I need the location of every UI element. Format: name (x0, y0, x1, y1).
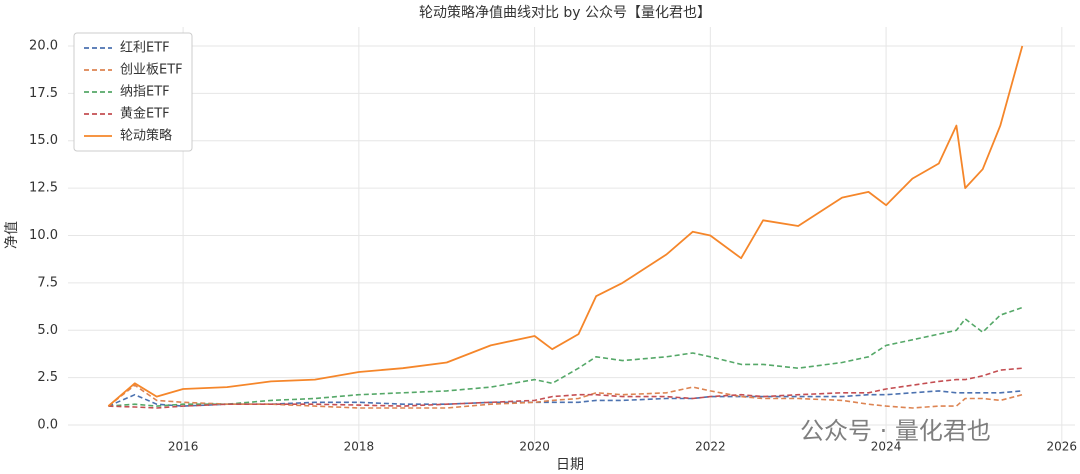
series-line (108, 306, 1023, 407)
legend: 红利ETF 创业板ETF 纳指ETF 黄金ETF 轮动策略 (73, 32, 193, 152)
series-line (107, 45, 1024, 407)
legend-label: 轮动策略 (120, 128, 172, 144)
x-tick-label: 2016 (168, 440, 199, 454)
legend-label: 纳指ETF (120, 85, 170, 100)
y-tick-label: 5.0 (37, 323, 58, 338)
y-axis-label: 净值 (4, 221, 20, 249)
legend-label: 创业板ETF (120, 63, 183, 78)
x-tick-label: 2020 (519, 440, 550, 454)
y-tick-label: 20.0 (29, 38, 58, 53)
watermark: 公众号 · 量化君也 (800, 417, 991, 445)
x-tick-label: 2018 (344, 440, 375, 454)
series-line (108, 367, 1023, 409)
chart-title: 轮动策略净值曲线对比 by 公众号【量化君也】 (419, 4, 711, 21)
y-tick-label: 12.5 (29, 181, 58, 196)
y-tick-label: 0.0 (37, 418, 58, 433)
legend-label: 黄金ETF (120, 106, 170, 122)
y-tick-label: 17.5 (29, 86, 58, 101)
y-tick-label: 15.0 (29, 133, 58, 148)
series-line (107, 384, 1023, 409)
legend-label: 红利ETF (120, 40, 170, 56)
x-tick-label: 2024 (871, 440, 902, 454)
series-line (108, 390, 1023, 407)
y-tick-label: 7.5 (37, 275, 58, 290)
y-tick-label: 2.5 (37, 370, 58, 385)
x-tick-label: 2022 (695, 440, 726, 454)
legend-box (73, 32, 193, 152)
x-tick-label: 2026 (1047, 440, 1078, 454)
y-tick-label: 10.0 (29, 228, 58, 243)
x-axis-label: 日期 (556, 457, 584, 473)
